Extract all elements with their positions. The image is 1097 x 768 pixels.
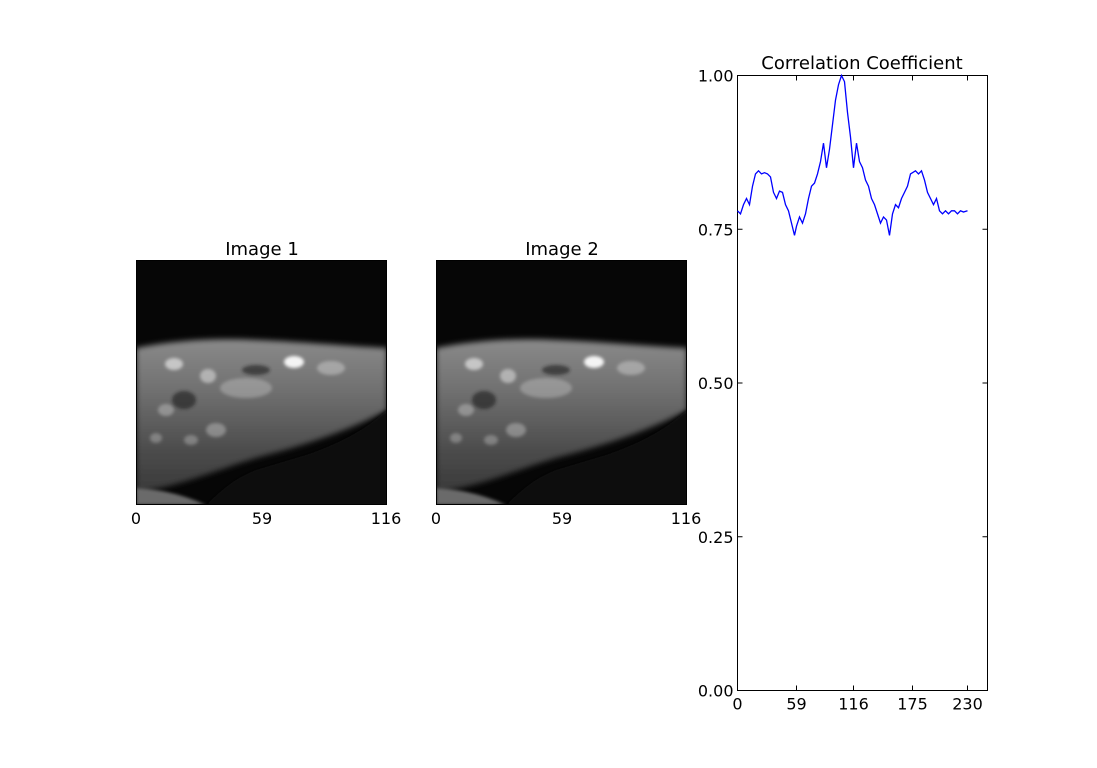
image-1-panel: Image 1: [131, 239, 401, 528]
x-tick-label: 175: [897, 695, 928, 714]
image-1-xticks: 0 59 116: [131, 509, 401, 528]
x-axis: 0 59 116 175 230: [732, 75, 983, 714]
image-2-frame: [436, 260, 687, 505]
x-tick-label: 0: [732, 695, 742, 714]
x-tick-label: 116: [838, 695, 869, 714]
y-tick-label: 1.00: [698, 67, 734, 86]
image-2-xtick-label: 59: [552, 509, 572, 528]
x-tick-label: 59: [786, 695, 806, 714]
correlation-series-line: [737, 73, 968, 236]
y-axis: 0.00 0.25 0.50 0.75 1.00: [698, 67, 988, 701]
image-2-xtick-label: 116: [671, 509, 702, 528]
x-tick-label: 230: [952, 695, 983, 714]
image-2-title: Image 2: [525, 239, 599, 260]
image-1-xtick-label: 116: [371, 509, 402, 528]
image-1-title: Image 1: [225, 239, 299, 260]
image-2-xticks: 0 59 116: [431, 509, 701, 528]
image-2-panel: Image 2 0 59: [431, 239, 701, 528]
chart-title: Correlation Coefficient: [761, 53, 962, 74]
image-1-xtick-label: 0: [131, 509, 141, 528]
image-1-xtick-label: 59: [252, 509, 272, 528]
y-tick-label: 0.75: [698, 220, 734, 239]
y-tick-label: 0.25: [698, 528, 734, 547]
y-tick-label: 0.00: [698, 682, 734, 701]
image-2-xtick-label: 0: [431, 509, 441, 528]
image-2-picture: [436, 260, 687, 505]
correlation-chart: Correlation Coefficient 0.00 0.25 0.50 0.75…: [698, 53, 988, 714]
y-tick-label: 0.50: [698, 374, 734, 393]
image-1-picture: [136, 260, 387, 505]
image-1-frame: [136, 260, 387, 505]
